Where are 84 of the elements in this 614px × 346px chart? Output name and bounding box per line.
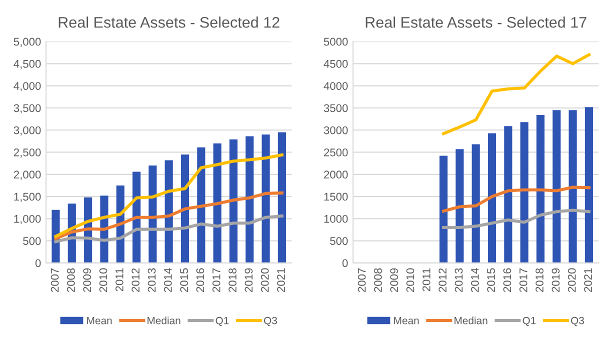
legend-label: Q3 — [571, 316, 584, 326]
x-tick-label: 2021 — [584, 268, 592, 292]
y-tick-label: 3500 — [324, 104, 348, 112]
x-tick-label: 2016 — [196, 268, 204, 292]
x-tick-label: 2009 — [390, 268, 398, 292]
bar — [568, 110, 577, 263]
x-tick-label: 2010 — [406, 268, 414, 292]
y-tick-label: 4500 — [324, 60, 348, 68]
x-tick-label: 2017 — [212, 268, 220, 292]
x-tick-label: 2019 — [552, 268, 560, 292]
y-tick-label: 0 — [342, 259, 348, 268]
bar — [456, 149, 464, 263]
bar — [536, 115, 545, 263]
x-tick-label: 2007 — [50, 268, 59, 292]
x-tick-label: 2011 — [422, 268, 430, 292]
y-tick-label: 3000 — [324, 126, 348, 134]
legend-label: Median — [148, 316, 180, 324]
y-tick-label: 1500 — [324, 192, 348, 201]
line-series — [442, 186, 590, 213]
x-tick-label: 2017 — [519, 268, 528, 292]
legend-label: Mean — [394, 317, 419, 324]
x-tick-label: 2012 — [438, 268, 447, 292]
y-tick-label: 1000 — [324, 214, 348, 223]
x-tick-label: 2018 — [536, 268, 544, 292]
x-tick-label: 2009 — [83, 268, 92, 292]
y-tick-label: 2000 — [324, 170, 348, 179]
y-tick-label: 500 — [23, 237, 41, 245]
bar — [472, 144, 480, 263]
y-tick-label: 2,500 — [14, 148, 41, 158]
bar — [246, 136, 254, 263]
legend-label: Q1 — [522, 316, 536, 326]
y-tick-label: 5000 — [324, 38, 348, 46]
y-tick-label: 3,000 — [14, 126, 41, 136]
line-series — [54, 214, 284, 244]
y-tick-label: 2500 — [324, 148, 348, 156]
x-tick-label: 2019 — [244, 268, 253, 292]
chart-title: Real Estate Assets - Selected 12 — [58, 16, 280, 28]
line-series — [442, 53, 590, 136]
x-tick-label: 2021 — [277, 268, 285, 292]
x-tick-label: 2010 — [99, 268, 108, 292]
legend-label: Q1 — [216, 316, 229, 326]
y-tick-label: 3,500 — [14, 104, 41, 114]
legend-label: Mean — [87, 317, 112, 324]
y-tick-label: 1,500 — [14, 192, 41, 202]
x-tick-label: 2018 — [228, 268, 236, 292]
y-tick-label: 4,500 — [14, 60, 41, 70]
bar — [488, 133, 496, 263]
x-tick-label: 2014 — [470, 268, 479, 292]
y-tick-label: 2,000 — [14, 170, 41, 180]
x-tick-label: 2020 — [568, 268, 576, 292]
x-tick-label: 2013 — [148, 268, 156, 292]
x-tick-label: 2015 — [487, 268, 495, 292]
bar — [520, 122, 528, 263]
x-tick-label: 2014 — [164, 268, 172, 292]
chart-title: Real Estate Assets - Selected 17 — [366, 16, 586, 28]
x-tick-label: 2015 — [180, 268, 188, 292]
x-tick-label: 2016 — [503, 268, 512, 292]
y-tick-label: 5,000 — [14, 38, 41, 47]
bar — [262, 134, 270, 263]
y-tick-label: 4,000 — [14, 82, 41, 92]
x-tick-label: 2007 — [358, 268, 366, 292]
x-tick-label: 2011 — [115, 268, 124, 292]
x-tick-label: 2020 — [260, 268, 269, 292]
y-tick-label: 0 — [35, 259, 41, 268]
legend-label: Median — [454, 316, 488, 324]
bar — [439, 156, 448, 263]
y-tick-label: 1,000 — [14, 214, 41, 224]
bar — [552, 110, 561, 263]
line-series — [54, 153, 284, 238]
bar — [213, 143, 222, 263]
x-tick-label: 2012 — [132, 268, 140, 292]
bar — [197, 147, 206, 263]
legend-label: Q3 — [264, 316, 277, 326]
y-tick-label: 4000 — [324, 82, 348, 90]
y-tick-label: 500 — [330, 237, 348, 245]
x-tick-label: 2008 — [67, 268, 75, 292]
bar — [504, 126, 512, 263]
x-tick-label: 2013 — [454, 268, 463, 292]
bar — [278, 132, 286, 263]
bar — [584, 107, 593, 263]
line-series — [54, 191, 284, 240]
x-tick-label: 2008 — [374, 268, 382, 292]
line-series — [442, 208, 590, 230]
bar — [229, 139, 238, 263]
